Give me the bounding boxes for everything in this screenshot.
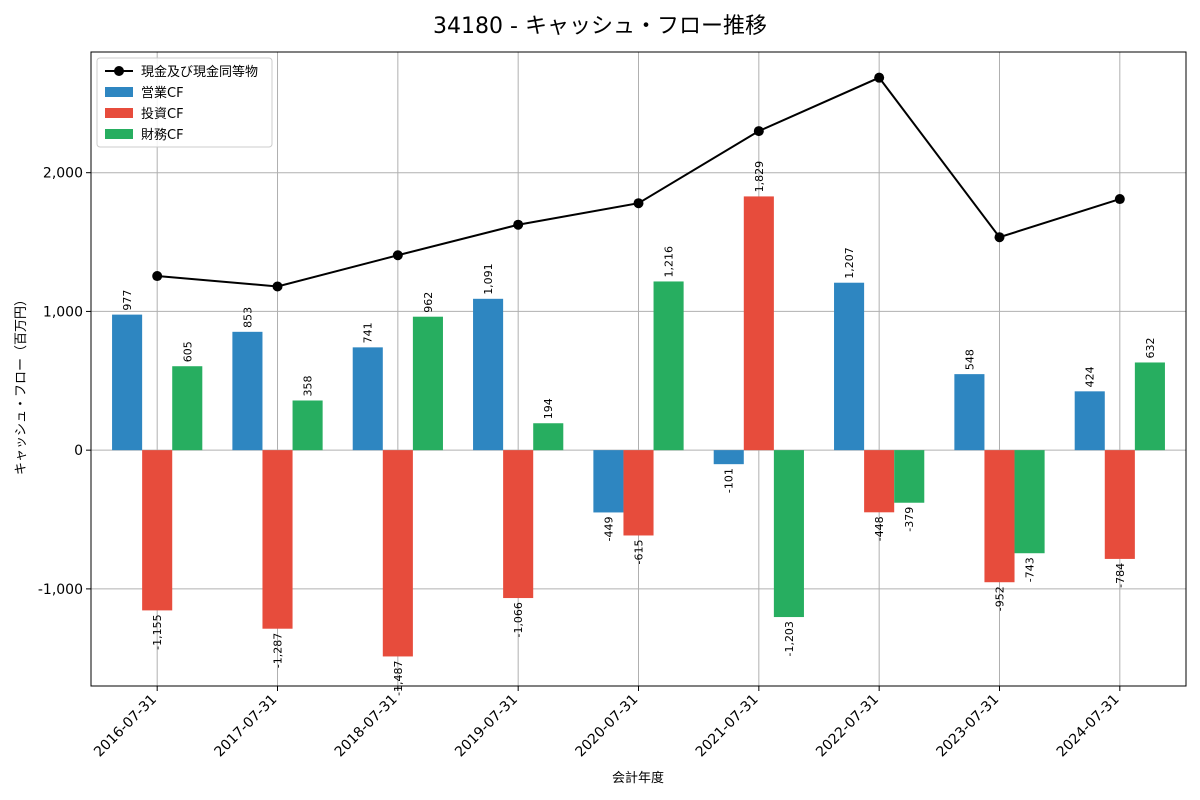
x-axis-label: 会計年度 xyxy=(612,770,664,786)
legend-box xyxy=(96,57,273,148)
y-axis-label: キャッシュ・フロー（百万円） xyxy=(14,293,29,475)
bar xyxy=(984,450,1015,583)
cash-point xyxy=(753,126,764,137)
legend-label: 営業CF xyxy=(141,85,184,101)
bar xyxy=(112,314,143,451)
bar-value-label: -784 xyxy=(1114,563,1127,588)
bar xyxy=(1104,450,1135,559)
bar-value-label: 358 xyxy=(302,375,315,396)
y-tick-label: 0 xyxy=(74,443,83,459)
bar-value-label: -1,487 xyxy=(392,660,405,695)
bar-value-label: -743 xyxy=(1024,557,1037,582)
bar xyxy=(503,450,534,599)
bar xyxy=(473,298,504,451)
x-tick-label: 2024-07-31 xyxy=(1054,692,1123,761)
bar xyxy=(1074,391,1105,451)
cash-point xyxy=(633,198,644,209)
bar xyxy=(172,366,203,451)
bar xyxy=(593,450,624,513)
bar-value-label: 853 xyxy=(241,307,254,328)
bar-value-label: 1,207 xyxy=(843,247,856,279)
cash-line-series xyxy=(152,72,1125,292)
bar xyxy=(773,450,804,618)
axis-ticks: -1,000 0 1,000 2,000 2016-07-31 2017-07-31 201… xyxy=(38,166,1123,761)
bar-series xyxy=(112,196,1165,657)
cash-point xyxy=(874,72,885,83)
bar xyxy=(713,450,744,465)
legend-marker xyxy=(114,66,124,76)
legend-label: 財務CF xyxy=(141,128,184,143)
x-tick-label: 2018-07-31 xyxy=(332,692,401,761)
bar xyxy=(834,282,865,451)
x-tick-label: 2023-07-31 xyxy=(933,692,1002,761)
x-tick-label: 2016-07-31 xyxy=(91,692,160,761)
legend-bar-swatch xyxy=(105,129,133,139)
legend-label: 投資CF xyxy=(141,106,184,122)
y-tick-label: 2,000 xyxy=(43,166,83,182)
bar-value-label: -615 xyxy=(633,539,646,564)
cash-point xyxy=(1114,194,1125,205)
bar xyxy=(1014,450,1045,554)
y-tick-label: -1,000 xyxy=(38,582,83,598)
bar xyxy=(533,423,564,451)
bar xyxy=(954,374,985,451)
bar-value-label: 1,091 xyxy=(482,263,495,294)
bar-value-label: 194 xyxy=(542,398,555,419)
legend-label: 現金及び現金同等物 xyxy=(141,64,258,80)
y-tick-label: 1,000 xyxy=(43,304,83,320)
bar-value-label: -101 xyxy=(723,468,736,493)
data-labels: 977 853 741 1,091 -449 -101 1,207 548 424 -1,155 -… xyxy=(121,161,1157,696)
x-tick-label: 2017-07-31 xyxy=(211,692,280,761)
cash-point xyxy=(272,281,283,292)
bar xyxy=(653,281,684,451)
bar xyxy=(623,450,654,536)
x-tick-label: 2019-07-31 xyxy=(452,692,521,761)
bar xyxy=(894,450,925,503)
bar xyxy=(743,196,774,451)
x-tick-label: 2021-07-31 xyxy=(693,692,762,761)
bar xyxy=(262,450,293,629)
cash-point xyxy=(994,232,1005,243)
legend-bar-swatch xyxy=(105,108,133,118)
bar-value-label: 962 xyxy=(422,292,435,313)
bar-value-label: 424 xyxy=(1084,366,1097,387)
bar-value-label: 632 xyxy=(1144,337,1157,358)
bar xyxy=(382,450,413,657)
x-tick-label: 2020-07-31 xyxy=(572,692,641,761)
bar-value-label: -1,155 xyxy=(151,614,164,649)
bar-value-label: -449 xyxy=(602,516,615,541)
bar-value-label: 977 xyxy=(121,290,134,311)
bar xyxy=(292,400,323,451)
chart-title: 34180 - キャッシュ・フロー推移 xyxy=(433,14,767,39)
cash-point xyxy=(152,271,163,282)
bar-value-label: -1,203 xyxy=(783,621,796,656)
bar xyxy=(352,347,383,451)
bar-value-label: -1,287 xyxy=(272,633,285,668)
bar-value-label: -379 xyxy=(903,507,916,532)
bar-value-label: -952 xyxy=(993,586,1006,611)
bar-value-label: 605 xyxy=(181,341,194,362)
bar-value-label: 741 xyxy=(362,322,375,343)
bar xyxy=(412,316,443,451)
bar-value-label: -1,066 xyxy=(512,602,525,637)
bar-value-label: 548 xyxy=(963,349,976,370)
bar xyxy=(864,450,895,513)
bar-value-label: 1,216 xyxy=(663,246,676,278)
bar xyxy=(1134,362,1165,451)
bar-value-label: 1,829 xyxy=(753,161,766,193)
cash-point xyxy=(513,219,524,230)
bar-value-label: -448 xyxy=(873,516,886,541)
x-tick-label: 2022-07-31 xyxy=(813,692,882,761)
bar xyxy=(232,331,263,451)
cash-point xyxy=(392,250,403,261)
legend-bar-swatch xyxy=(105,87,133,97)
bar xyxy=(142,450,173,611)
